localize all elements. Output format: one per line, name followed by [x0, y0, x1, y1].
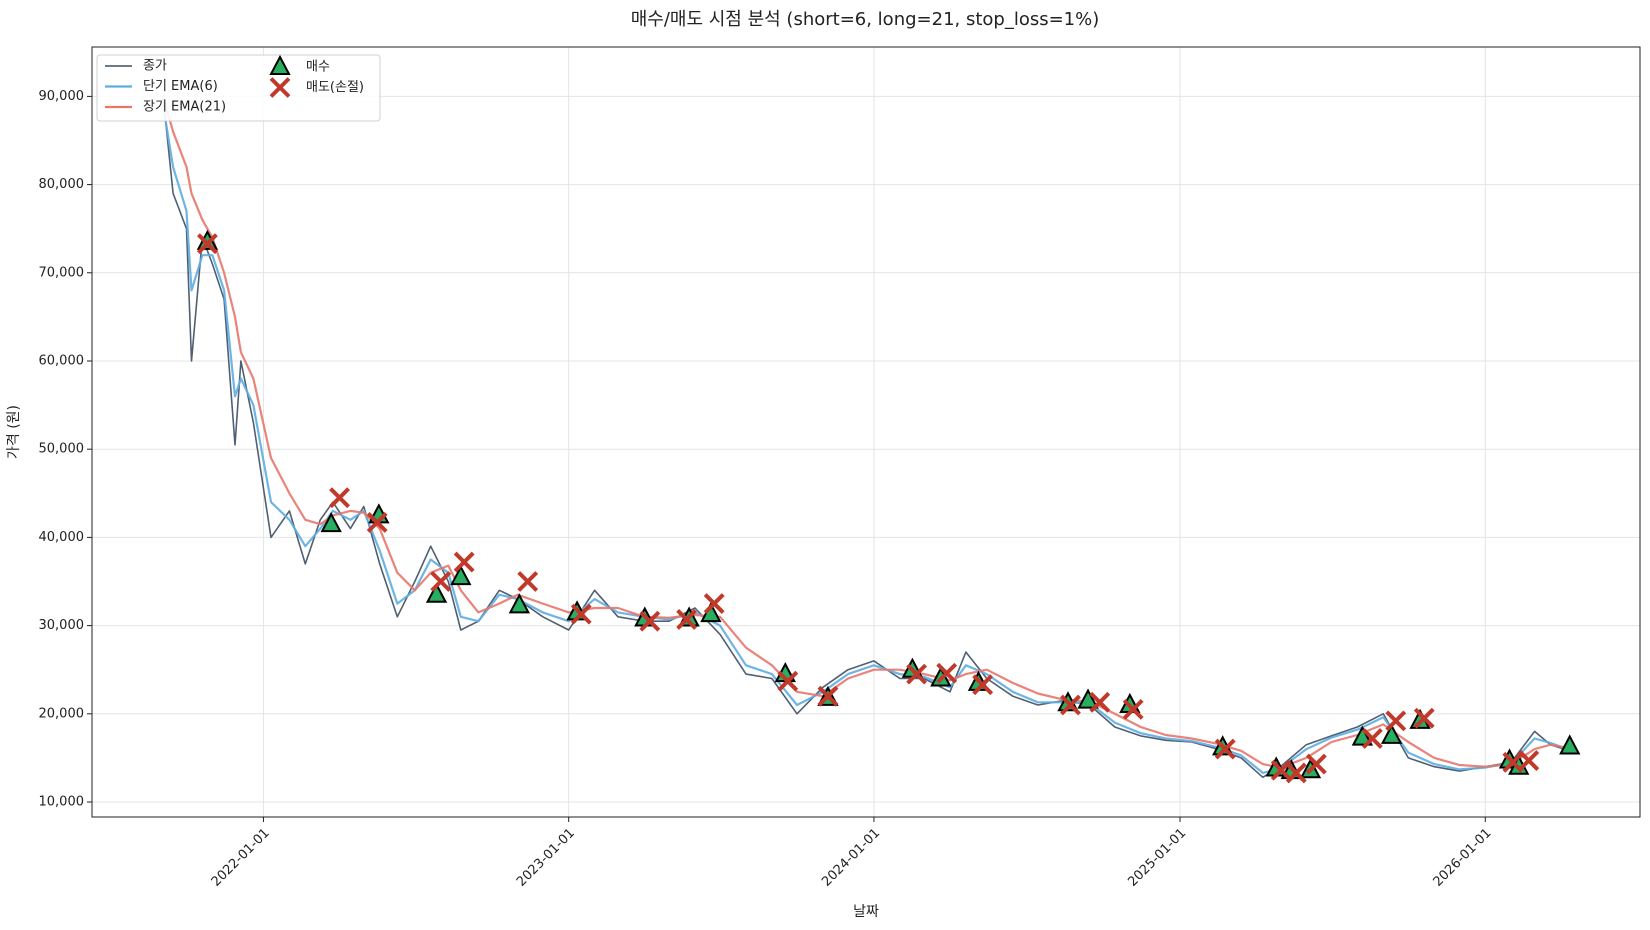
legend-label: 장기 EMA(21)	[143, 100, 226, 115]
sell-marker	[1518, 750, 1540, 771]
y-tick-label: 10,000	[39, 795, 85, 810]
sell-marker	[366, 511, 388, 533]
y-tick-label: 90,000	[39, 89, 85, 104]
sell-marker	[817, 685, 839, 707]
sell-marker	[329, 487, 350, 509]
x-axis-label: 날짜	[853, 904, 879, 920]
legend-label: 매수	[306, 60, 330, 75]
sell-marker	[639, 610, 661, 632]
chart-title: 매수/매도 시점 분석 (short=6, long=21, stop_loss…	[631, 9, 1100, 30]
sell-marker	[1214, 738, 1236, 760]
sell-marker	[1089, 691, 1111, 713]
sell-marker	[1385, 710, 1407, 732]
buy-marker	[320, 512, 342, 533]
plot-frame	[91, 46, 1641, 818]
price-line	[162, 105, 1571, 774]
sell-marker	[570, 603, 592, 625]
y-tick-label: 70,000	[39, 265, 85, 280]
legend-label: 단기 EMA(6)	[143, 79, 218, 94]
buy-marker	[508, 593, 531, 614]
buy-marker	[1559, 734, 1581, 755]
legend-box	[96, 54, 381, 122]
price-line	[162, 96, 1570, 769]
x-tick-label: 2025-01-01	[1125, 826, 1189, 890]
x-tick-label: 2024-01-01	[819, 826, 883, 890]
sell-marker	[517, 571, 539, 592]
plot-area	[162, 96, 1581, 784]
x-tick-label: 2022-01-01	[209, 826, 273, 890]
x-tick-label: 2023-01-01	[514, 826, 578, 890]
sell-marker	[430, 571, 452, 592]
sell-marker	[1413, 707, 1435, 729]
y-tick-label: 30,000	[39, 618, 85, 633]
sell-marker	[196, 233, 218, 255]
sell-marker	[906, 663, 928, 685]
sell-marker	[1361, 728, 1383, 749]
y-tick-label: 60,000	[39, 353, 85, 368]
legend-marker	[269, 77, 291, 98]
y-tick-label: 20,000	[39, 706, 85, 721]
sell-marker	[936, 662, 958, 684]
sell-marker	[972, 674, 994, 696]
legend-marker	[269, 54, 291, 75]
y-tick-label: 40,000	[39, 530, 85, 545]
x-tick-label: 2026-01-01	[1431, 826, 1495, 890]
y-axis-label: 가격 (원)	[6, 405, 22, 459]
y-tick-label: 50,000	[39, 442, 85, 457]
buy-marker	[1351, 725, 1374, 746]
sell-marker	[676, 609, 698, 630]
sell-marker	[453, 551, 475, 573]
buy-marker	[450, 564, 472, 586]
sell-marker	[703, 593, 725, 614]
legend-label: 종가	[143, 59, 167, 74]
sell-marker	[777, 670, 799, 692]
price-line	[162, 96, 1571, 779]
sell-marker	[1060, 694, 1081, 716]
buy-marker	[1077, 688, 1099, 709]
sell-marker	[1305, 753, 1327, 775]
legend-label: 매도(손절)	[306, 80, 364, 95]
buy-marker	[1380, 723, 1403, 744]
buy-marker	[425, 582, 448, 603]
sell-marker	[1122, 698, 1144, 720]
sell-marker	[1285, 762, 1307, 784]
y-tick-label: 80,000	[39, 177, 85, 192]
